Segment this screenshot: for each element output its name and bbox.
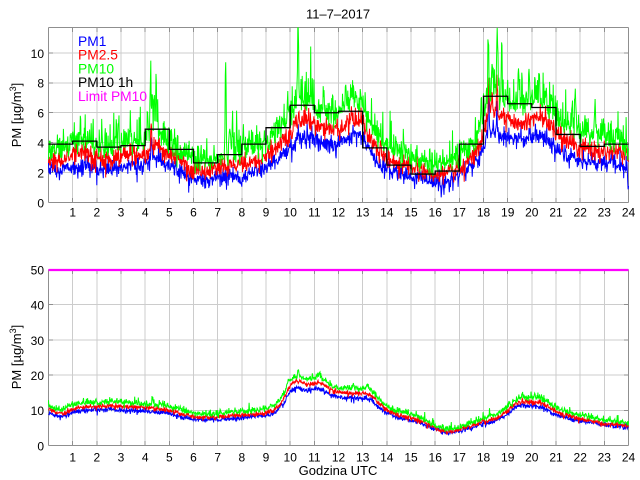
- svg-text:PM1: PM1: [78, 34, 106, 49]
- svg-text:21: 21: [549, 206, 563, 220]
- svg-text:15: 15: [404, 206, 418, 220]
- svg-text:PM10: PM10: [78, 61, 114, 76]
- svg-text:3: 3: [118, 450, 125, 464]
- svg-text:23: 23: [598, 206, 612, 220]
- svg-text:PM10 1h: PM10 1h: [78, 75, 133, 90]
- svg-text:7: 7: [214, 206, 221, 220]
- svg-text:7: 7: [214, 450, 221, 464]
- svg-text:11–7–2017: 11–7–2017: [306, 6, 370, 21]
- svg-text:5: 5: [166, 450, 173, 464]
- svg-text:2: 2: [93, 206, 100, 220]
- svg-text:24: 24: [622, 206, 636, 220]
- svg-text:50: 50: [31, 263, 45, 277]
- svg-text:2: 2: [37, 167, 44, 181]
- svg-text:18: 18: [477, 450, 491, 464]
- svg-text:10: 10: [284, 450, 298, 464]
- svg-text:10: 10: [284, 206, 298, 220]
- svg-text:14: 14: [380, 450, 394, 464]
- svg-text:20: 20: [525, 206, 539, 220]
- svg-text:20: 20: [31, 369, 45, 383]
- svg-text:9: 9: [263, 206, 270, 220]
- svg-text:8: 8: [238, 206, 245, 220]
- svg-text:20: 20: [525, 450, 539, 464]
- svg-text:6: 6: [190, 206, 197, 220]
- svg-text:11: 11: [308, 206, 321, 220]
- svg-text:22: 22: [574, 206, 588, 220]
- svg-text:18: 18: [477, 206, 491, 220]
- svg-text:6: 6: [37, 107, 44, 121]
- svg-text:10: 10: [31, 404, 45, 418]
- svg-text:14: 14: [380, 206, 394, 220]
- svg-text:21: 21: [549, 450, 563, 464]
- svg-text:3: 3: [118, 206, 125, 220]
- svg-text:4: 4: [37, 137, 44, 151]
- svg-text:PM [µg/m3]: PM [µg/m3]: [8, 325, 24, 390]
- svg-text:Limit PM10: Limit PM10: [78, 89, 147, 104]
- svg-text:11: 11: [308, 450, 321, 464]
- svg-text:13: 13: [356, 450, 370, 464]
- svg-text:4: 4: [142, 206, 149, 220]
- svg-text:12: 12: [332, 206, 346, 220]
- svg-text:40: 40: [31, 299, 45, 313]
- svg-text:24: 24: [622, 450, 636, 464]
- svg-text:13: 13: [356, 206, 370, 220]
- svg-text:17: 17: [453, 450, 467, 464]
- svg-text:PM [µg/m3]: PM [µg/m3]: [8, 83, 24, 148]
- svg-text:16: 16: [429, 206, 443, 220]
- svg-text:PM2.5: PM2.5: [78, 48, 118, 63]
- svg-text:8: 8: [37, 77, 44, 91]
- svg-text:10: 10: [31, 47, 45, 61]
- svg-text:23: 23: [598, 450, 612, 464]
- svg-text:Godzina UTC: Godzina UTC: [299, 463, 378, 478]
- svg-text:1: 1: [69, 206, 76, 220]
- svg-text:9: 9: [263, 450, 270, 464]
- svg-text:0: 0: [37, 439, 44, 453]
- svg-text:12: 12: [332, 450, 346, 464]
- svg-text:6: 6: [190, 450, 197, 464]
- svg-text:8: 8: [238, 450, 245, 464]
- svg-text:5: 5: [166, 206, 173, 220]
- svg-text:4: 4: [142, 450, 149, 464]
- svg-text:2: 2: [93, 450, 100, 464]
- svg-text:19: 19: [501, 206, 515, 220]
- svg-text:15: 15: [404, 450, 418, 464]
- svg-text:30: 30: [31, 334, 45, 348]
- svg-text:0: 0: [37, 196, 44, 210]
- svg-text:1: 1: [69, 450, 76, 464]
- svg-text:16: 16: [429, 450, 443, 464]
- svg-text:22: 22: [574, 450, 588, 464]
- svg-text:19: 19: [501, 450, 515, 464]
- svg-text:17: 17: [453, 206, 467, 220]
